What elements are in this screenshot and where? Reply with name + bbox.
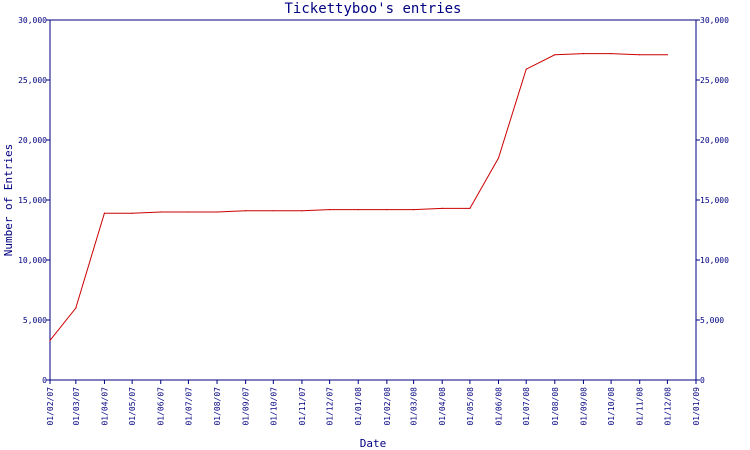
x-tick-label: 01/08/07 — [213, 387, 222, 426]
x-tick-label: 01/03/08 — [410, 387, 419, 426]
y-tick-label-left: 15,000 — [18, 196, 47, 205]
data-point — [525, 68, 527, 70]
y-tick-label-right: 15,000 — [700, 196, 729, 205]
series-layer — [49, 53, 668, 341]
data-point — [666, 54, 668, 56]
data-point — [216, 211, 218, 213]
y-tick-label-left: 5,000 — [23, 316, 47, 325]
data-point — [103, 212, 106, 214]
y-tick-label-left: 20,000 — [18, 136, 47, 145]
y-tick-label-left: 25,000 — [18, 76, 47, 85]
x-axis-label: Date — [360, 437, 387, 450]
x-tick-label: 01/05/08 — [466, 387, 475, 426]
x-tick-label: 01/09/08 — [579, 387, 588, 426]
x-tick-label: 01/06/07 — [157, 387, 166, 426]
x-tick-label: 01/07/07 — [184, 387, 193, 426]
y-tick-label-right: 20,000 — [700, 136, 729, 145]
data-point — [272, 210, 274, 212]
data-point — [75, 307, 77, 309]
y-tick-label-right: 30,000 — [700, 16, 729, 25]
data-point — [497, 157, 500, 159]
data-point — [413, 209, 415, 211]
chart-title: Tickettyboo's entries — [284, 1, 461, 17]
y-tick-label-left: 10,000 — [18, 256, 47, 265]
y-tick-label-right: 0 — [700, 376, 705, 385]
x-tick-label: 01/11/08 — [636, 387, 645, 426]
x-tick-label: 01/01/09 — [692, 387, 701, 426]
y-tick-label-left: 30,000 — [18, 16, 47, 25]
data-point — [49, 339, 51, 341]
x-tick-label: 01/08/08 — [551, 387, 560, 426]
x-tick-label: 01/11/07 — [298, 387, 307, 426]
data-point — [329, 209, 331, 211]
y-tick-label-right: 25,000 — [700, 76, 729, 85]
x-tick-label: 01/03/07 — [72, 387, 81, 426]
x-tick-label: 01/04/07 — [100, 387, 109, 426]
y-tick-label-left: 0 — [42, 376, 47, 385]
data-point — [386, 209, 388, 211]
y-tick-label-right: 5,000 — [700, 316, 724, 325]
x-tick-label: 01/02/07 — [46, 387, 55, 426]
x-tick-label: 01/12/07 — [326, 387, 335, 426]
data-point — [554, 54, 556, 56]
data-point — [131, 212, 133, 214]
x-tick-label: 01/09/07 — [242, 387, 251, 426]
y-tick-label-right: 10,000 — [700, 256, 729, 265]
data-point — [187, 211, 190, 213]
data-point — [160, 211, 162, 213]
y-axis-left: 0 5,000 10,000 15,000 20,000 25,000 30,000 — [18, 16, 50, 385]
series-line — [49, 53, 668, 341]
x-tick-label: 01/06/08 — [495, 387, 504, 426]
data-point — [357, 209, 359, 211]
data-point — [582, 53, 585, 55]
x-tick-label: 01/10/08 — [607, 387, 616, 426]
x-axis: 01/02/07 01/03/07 01/04/07 01/05/07 01/06/07… — [46, 380, 701, 426]
x-tick-label: 01/07/08 — [522, 387, 531, 426]
x-tick-label: 01/01/08 — [354, 387, 363, 426]
y-axis-right: 0 5,000 10,000 15,000 20,000 25,000 30,000 — [696, 16, 729, 385]
x-tick-label: 01/02/08 — [383, 387, 392, 426]
y-axis-label: Number of Entries — [2, 144, 15, 257]
data-point — [441, 207, 443, 209]
x-tick-label: 01/10/07 — [269, 387, 278, 426]
data-point — [301, 210, 303, 212]
x-tick-label: 01/04/08 — [438, 387, 447, 426]
plot-frame — [49, 19, 697, 381]
x-tick-label: 01/12/08 — [663, 387, 672, 426]
x-tick-label: 01/05/07 — [128, 387, 137, 426]
data-point — [469, 207, 471, 209]
data-point — [610, 53, 612, 55]
data-point — [245, 210, 247, 212]
data-point — [639, 54, 641, 56]
